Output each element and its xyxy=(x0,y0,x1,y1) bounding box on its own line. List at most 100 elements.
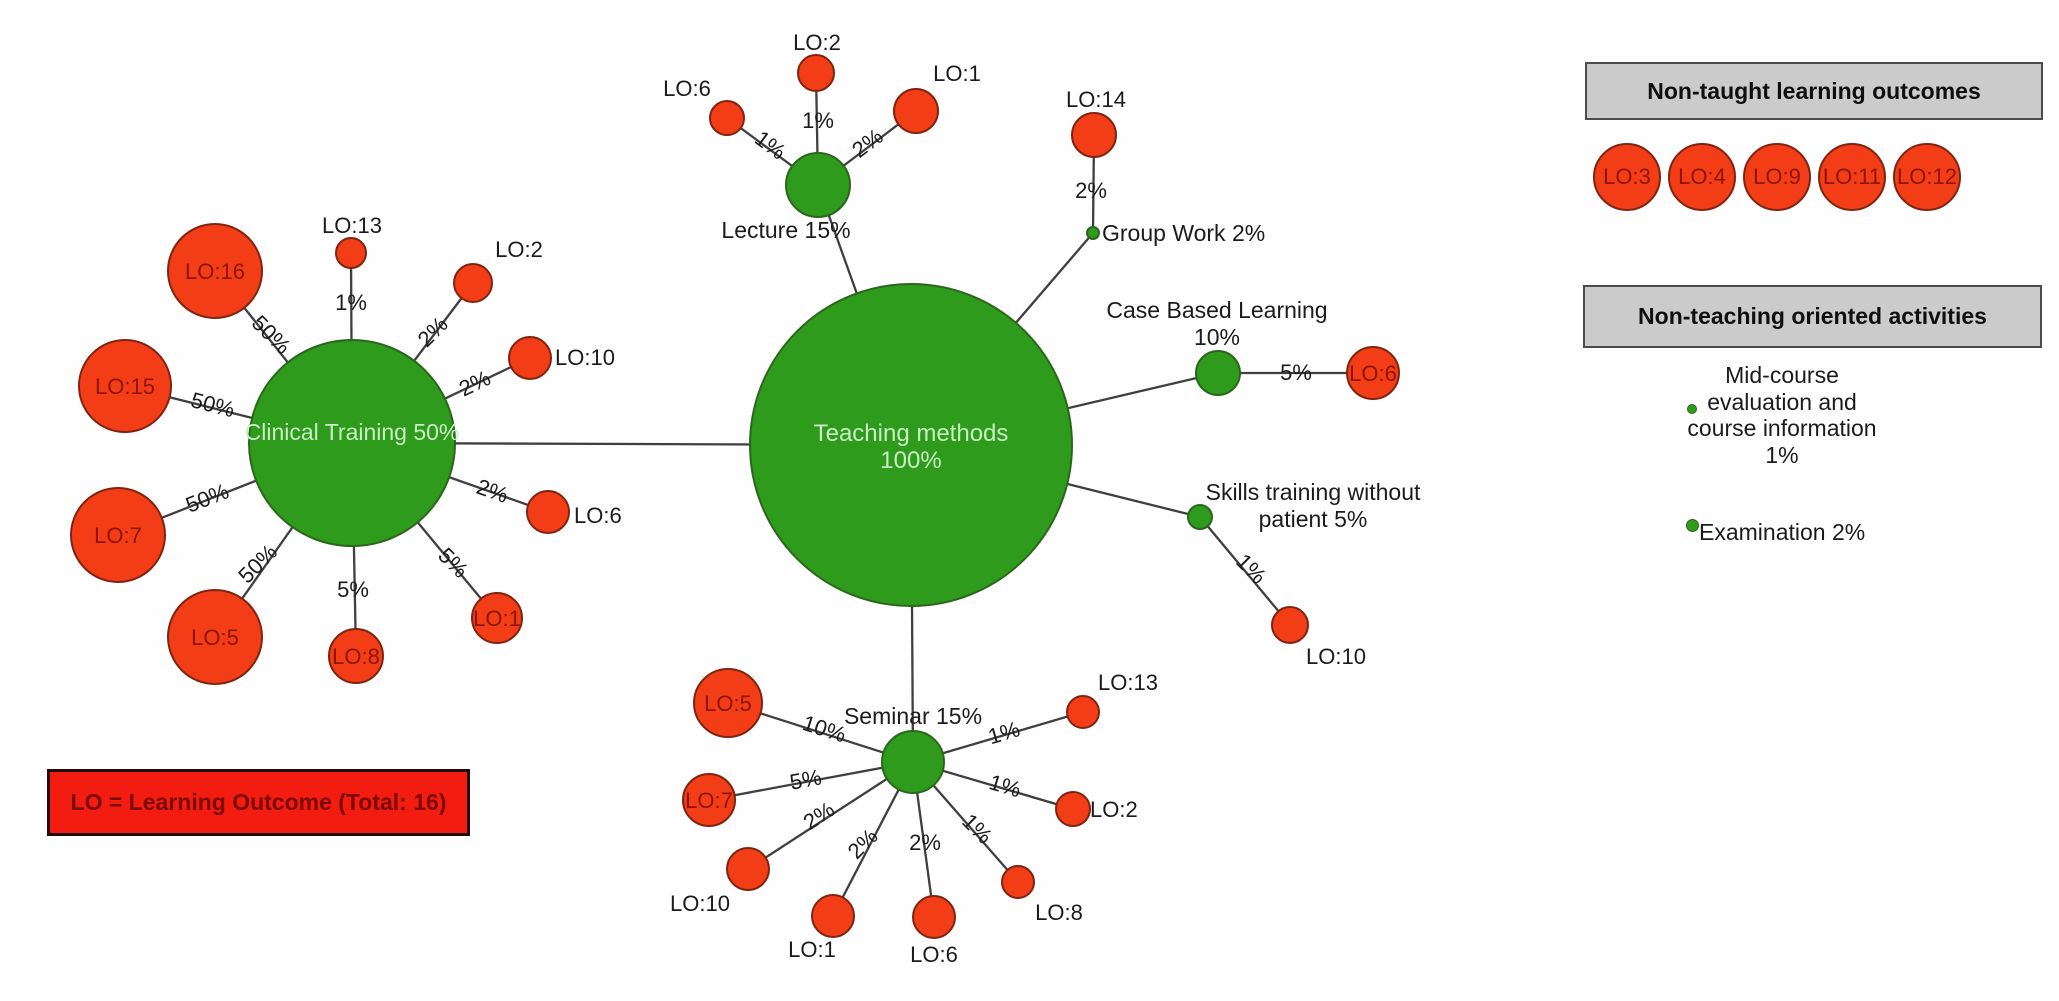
outcome-label-seminar-lo-10: LO:10 xyxy=(670,891,730,916)
outcome-node-clinical-lo-8 xyxy=(328,628,384,684)
edge-pct-seminar-lo-7: 5% xyxy=(788,764,824,794)
outcome-node-clinical-lo-2 xyxy=(453,263,493,303)
outcome-node-seminar-lo-2 xyxy=(1055,791,1091,827)
non-teaching-activities-header: Non-teaching oriented activities xyxy=(1583,285,2042,348)
activity-label-teaching: 100% xyxy=(880,447,941,474)
activity-label-lecture: Lecture 15% xyxy=(721,217,850,243)
non-taught-outcomes-header: Non-taught learning outcomes xyxy=(1585,62,2043,120)
non-taught-lo-circle: LO:9 xyxy=(1743,143,1811,211)
edge-pct-clinical-lo-15: 50% xyxy=(188,387,237,422)
activity-label-teaching: Teaching methods xyxy=(814,420,1009,447)
midcourse-evaluation-label: Mid-course evaluation and course informa… xyxy=(1632,362,1932,468)
outcome-node-clinical-lo-15 xyxy=(78,339,172,433)
outcome-node-seminar-lo-5 xyxy=(693,668,763,738)
activity-node-seminar xyxy=(881,730,945,794)
non-taught-lo-circle: LO:12 xyxy=(1893,143,1961,211)
outcome-node-clinical-lo-10 xyxy=(508,336,552,380)
outcome-label-seminar-lo-6: LO:6 xyxy=(910,942,958,967)
activity-node-lecture xyxy=(785,152,851,218)
activity-node-teaching xyxy=(749,283,1073,607)
edge-pct-seminar-lo-6: 2% xyxy=(909,830,941,855)
outcome-label-clinical-lo-2: LO:2 xyxy=(495,237,543,262)
examination-dot xyxy=(1686,519,1699,532)
outcome-label-seminar-lo-7: LO:7 xyxy=(685,788,733,813)
midcourse-line: Mid-course xyxy=(1725,362,1839,388)
non-taught-lo-label: LO:3 xyxy=(1603,164,1651,189)
outcome-node-seminar-lo-7 xyxy=(682,773,736,827)
edge-pct-groupwork-lo-14: 2% xyxy=(1075,178,1107,203)
non-taught-outcomes-row: LO:3 LO:4 LO:9 LO:11 LO:12 xyxy=(1593,143,1961,211)
outcome-label-clinical-lo-5: LO:5 xyxy=(191,625,239,650)
outcome-label-clinical-lo-13: LO:13 xyxy=(322,213,382,238)
outcome-label-clinical-lo-7: LO:7 xyxy=(94,523,142,548)
edge-pct-clinical-lo-13: 1% xyxy=(335,290,367,315)
outcome-node-skills-lo-10 xyxy=(1271,606,1309,644)
outcome-label-clinical-lo-10: LO:10 xyxy=(555,345,615,370)
midcourse-line: 1% xyxy=(1765,441,1799,468)
edge-pct-clinical-lo-5: 50% xyxy=(233,539,282,588)
outcome-node-clinical-lo-5 xyxy=(167,589,263,685)
outcome-node-clinical-lo-1 xyxy=(471,592,523,644)
edge-pct-clinical-lo-8: 5% xyxy=(337,577,369,602)
outcome-label-clinical-lo-1: LO:1 xyxy=(473,606,521,631)
outcome-node-lecture-lo-1 xyxy=(893,88,939,134)
non-taught-lo-label: LO:11 xyxy=(1822,164,1882,189)
outcome-node-seminar-lo-10 xyxy=(726,847,770,891)
edge-pct-cbl-lo-6: 5% xyxy=(1280,360,1312,385)
midcourse-evaluation-dot xyxy=(1687,404,1697,414)
non-taught-outcomes-header-label: Non-taught learning outcomes xyxy=(1647,77,1981,104)
non-taught-lo-label: LO:9 xyxy=(1753,164,1801,189)
edge-pct-seminar-lo-10: 2% xyxy=(799,797,839,835)
edge-pct-seminar-lo-8: 1% xyxy=(957,809,997,849)
lo-legend-label: LO = Learning Outcome (Total: 16) xyxy=(70,789,447,815)
outcome-label-seminar-lo-2: LO:2 xyxy=(1090,797,1138,822)
outcome-label-clinical-lo-6: LO:6 xyxy=(574,503,622,528)
outcome-node-cbl-lo-6 xyxy=(1346,346,1400,400)
activity-label-cbl: Case Based Learning xyxy=(1106,297,1327,323)
activity-node-clinical xyxy=(248,339,456,547)
edge-pct-clinical-lo-10: 2% xyxy=(455,365,494,401)
outcome-node-clinical-lo-13 xyxy=(335,237,367,269)
edge-pct-lecture-lo-1: 2% xyxy=(847,123,887,162)
lo-legend-box: LO = Learning Outcome (Total: 16) xyxy=(47,769,470,836)
activity-label-skills: Skills training without xyxy=(1206,479,1421,505)
outcome-node-clinical-lo-16 xyxy=(167,223,263,319)
edge-pct-lecture-lo-2: 1% xyxy=(802,108,834,133)
edge-pct-clinical-lo-6: 2% xyxy=(473,474,511,508)
edge-pct-clinical-lo-7: 50% xyxy=(182,478,232,517)
outcome-node-seminar-lo-8 xyxy=(1001,865,1035,899)
edge-skills-lo-10 xyxy=(1199,516,1291,626)
outcome-label-seminar-lo-8: LO:8 xyxy=(1035,900,1083,925)
non-teaching-activities-header-label: Non-teaching oriented activities xyxy=(1638,303,1987,329)
outcome-label-clinical-lo-16: LO:16 xyxy=(185,259,245,284)
outcome-label-lecture-lo-6: LO:6 xyxy=(663,76,711,101)
outcome-label-seminar-lo-1: LO:1 xyxy=(788,937,836,962)
edge-pct-seminar-lo-5: 10% xyxy=(799,710,849,747)
midcourse-line: evaluation and xyxy=(1707,388,1857,415)
outcome-node-seminar-lo-6 xyxy=(912,895,956,939)
outcome-node-lecture-lo-2 xyxy=(797,54,835,92)
activity-label-skills: patient 5% xyxy=(1259,506,1368,532)
outcome-label-groupwork-lo-14: LO:14 xyxy=(1066,87,1126,112)
non-taught-lo-circle: LO:11 xyxy=(1818,143,1886,211)
activity-node-skills xyxy=(1187,504,1213,530)
outcome-label-skills-lo-10: LO:10 xyxy=(1306,644,1366,669)
outcome-node-clinical-lo-7 xyxy=(70,487,166,583)
non-taught-lo-label: LO:4 xyxy=(1678,164,1726,189)
edge-seminar-lo-10 xyxy=(747,761,914,870)
examination-label: Examination 2% xyxy=(1699,519,1866,545)
outcome-node-lecture-lo-6 xyxy=(709,100,745,136)
midcourse-line: course information xyxy=(1687,415,1877,441)
activity-node-cbl xyxy=(1195,350,1241,396)
outcome-label-seminar-lo-5: LO:5 xyxy=(704,691,752,716)
outcome-label-clinical-lo-15: LO:15 xyxy=(95,374,155,399)
edge-seminar-lo-7 xyxy=(708,760,914,802)
outcome-node-groupwork-lo-14 xyxy=(1071,112,1117,158)
outcome-label-lecture-lo-2: LO:2 xyxy=(793,30,841,55)
non-taught-lo-circle: LO:4 xyxy=(1668,143,1736,211)
outcome-node-clinical-lo-6 xyxy=(526,490,570,534)
outcome-label-seminar-lo-13: LO:13 xyxy=(1098,670,1158,695)
outcome-node-seminar-lo-13 xyxy=(1066,695,1100,729)
activity-label-seminar: Seminar 15% xyxy=(844,703,982,729)
